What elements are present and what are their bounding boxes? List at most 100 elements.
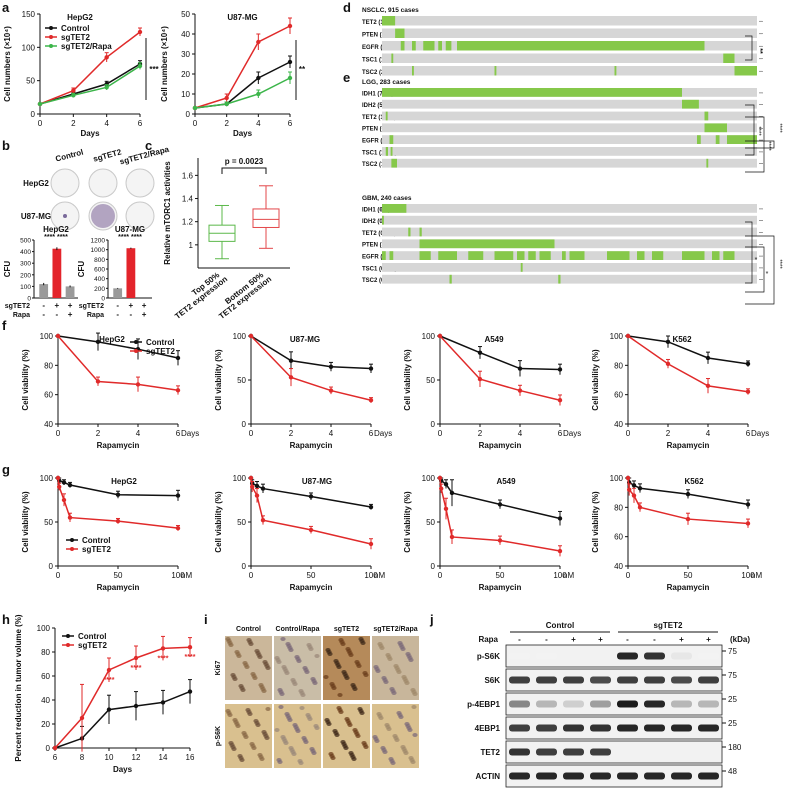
data-point — [256, 91, 261, 97]
x-axis-label: Rapamycin — [290, 441, 333, 450]
alteration — [438, 251, 457, 260]
x-unit-label: nM — [374, 571, 385, 580]
blot-band — [563, 772, 584, 780]
cell-nucleus — [307, 717, 313, 721]
cell-nucleus — [274, 728, 280, 732]
gene-label: TSC1 (1.1%) — [362, 150, 397, 156]
y-tick-label: 500 — [20, 238, 31, 245]
x-tick-label: 4 — [518, 429, 523, 438]
x-tick-label: 100 — [364, 571, 378, 580]
data-point — [61, 497, 67, 503]
legend-label: sgTET2 — [82, 545, 111, 554]
chart-title: HepG2 — [43, 225, 69, 234]
data-point — [254, 493, 260, 498]
gene-track — [382, 274, 757, 284]
alteration — [734, 66, 757, 76]
y-tick-label: 1.6 — [182, 171, 194, 180]
x-unit-label: Days — [374, 429, 392, 438]
gene-label: IDH2 (0.4%) — [362, 219, 395, 225]
dish-row-label: U87-MG — [21, 212, 51, 221]
cell-nucleus — [348, 653, 354, 657]
data-point — [175, 493, 181, 498]
data-point — [287, 23, 293, 29]
significance-marker: ** — [299, 65, 306, 74]
gene-track — [382, 204, 757, 213]
cell-nucleus — [314, 726, 320, 730]
gene-label: IDH2 (5%) — [362, 103, 390, 109]
legend-marker — [66, 634, 70, 638]
bar-sgTET2 — [52, 248, 62, 298]
gene-label: TSC1 (1.4%) — [362, 57, 397, 63]
cell-nucleus — [387, 657, 393, 661]
y-tick-label: 300 — [20, 261, 31, 268]
significance-marker: * — [755, 257, 758, 264]
condition-label: Rapa — [13, 312, 30, 319]
significance-bracket — [745, 104, 755, 156]
cell-nucleus — [411, 705, 417, 709]
y-tick-label: 150 — [22, 10, 36, 19]
dish-column-label: sgTET2 — [92, 147, 123, 163]
x-tick-label: 0 — [249, 429, 254, 438]
blot-band — [563, 724, 584, 732]
legend-marker — [66, 643, 70, 647]
y-tick-label: 200 — [94, 286, 105, 293]
cell-nucleus — [398, 715, 404, 719]
cell-nucleus — [279, 692, 285, 696]
x-tick-label: 50 — [684, 571, 693, 580]
condition-sign: - — [116, 310, 119, 319]
data-point — [665, 361, 671, 367]
gene-label: PTEN (6%) — [362, 127, 392, 133]
condition-sign: + — [68, 310, 73, 319]
alteration — [494, 66, 497, 76]
ihc-grid: Control Control/Rapa sgTET2 sgTET2/Rapa Ki67… — [215, 626, 419, 768]
y-axis-label: CFU — [3, 261, 12, 278]
series-line-sgTET2 — [194, 25, 291, 109]
data-point — [104, 55, 109, 60]
series-line-sgTET2 — [627, 335, 749, 393]
data-point — [368, 541, 374, 547]
oncoprint-e2: GBM, 240 cases IDH1 (6%) IDH2 (0.4%) TET2 (… — [362, 195, 782, 305]
data-point — [477, 350, 483, 355]
cell-nucleus — [288, 648, 294, 652]
colony-stain — [63, 214, 67, 218]
blot-group-label: sgTET2 — [654, 621, 683, 630]
ihc-row-label: p-S6K — [215, 726, 222, 746]
cell-nucleus — [323, 675, 329, 679]
blot-group-label: Control — [546, 621, 574, 630]
x-axis-label: Rapamycin — [667, 583, 710, 592]
cell-nucleus — [255, 723, 261, 727]
legend-label: Control — [146, 338, 174, 347]
data-point — [71, 93, 76, 98]
data-point — [248, 475, 254, 481]
condition-sign: + — [142, 301, 147, 310]
alteration — [445, 41, 452, 51]
data-point — [497, 502, 503, 507]
gene-track — [382, 99, 757, 109]
chart-a1: 0 50 100 150 0 2 4 6 HepG2 Days Cell numbers (×10⁴… — [3, 10, 160, 138]
chart-title: HepG2 — [99, 335, 125, 344]
alteration — [528, 251, 536, 260]
rapa-label: Rapa — [478, 635, 498, 644]
alteration — [400, 41, 405, 51]
x-tick-label: 0 — [626, 571, 631, 580]
panel-label-a: a — [2, 0, 10, 15]
data-point — [137, 63, 143, 69]
chart-title: A549 — [484, 335, 504, 344]
data-point — [104, 85, 109, 90]
x-unit-label: nM — [181, 571, 192, 580]
cell-nucleus — [257, 655, 263, 659]
gene-track — [382, 123, 757, 133]
y-tick-label: 100 — [422, 474, 436, 483]
data-point — [37, 101, 43, 107]
x-tick-label: 8 — [80, 753, 85, 762]
gene-label: TSC1 (0.4%) — [362, 266, 397, 272]
blot-strip — [505, 764, 723, 788]
chart-b2: 0 200 400 600 800 1000 1200 U87-MG CFU **** **** -… — [77, 225, 152, 319]
cell-nucleus — [403, 751, 409, 755]
data-point — [557, 367, 563, 372]
blot-band — [536, 700, 557, 708]
gene-track — [382, 66, 757, 76]
cell-nucleus — [356, 664, 362, 668]
x-tick-label: 6 — [288, 119, 293, 128]
